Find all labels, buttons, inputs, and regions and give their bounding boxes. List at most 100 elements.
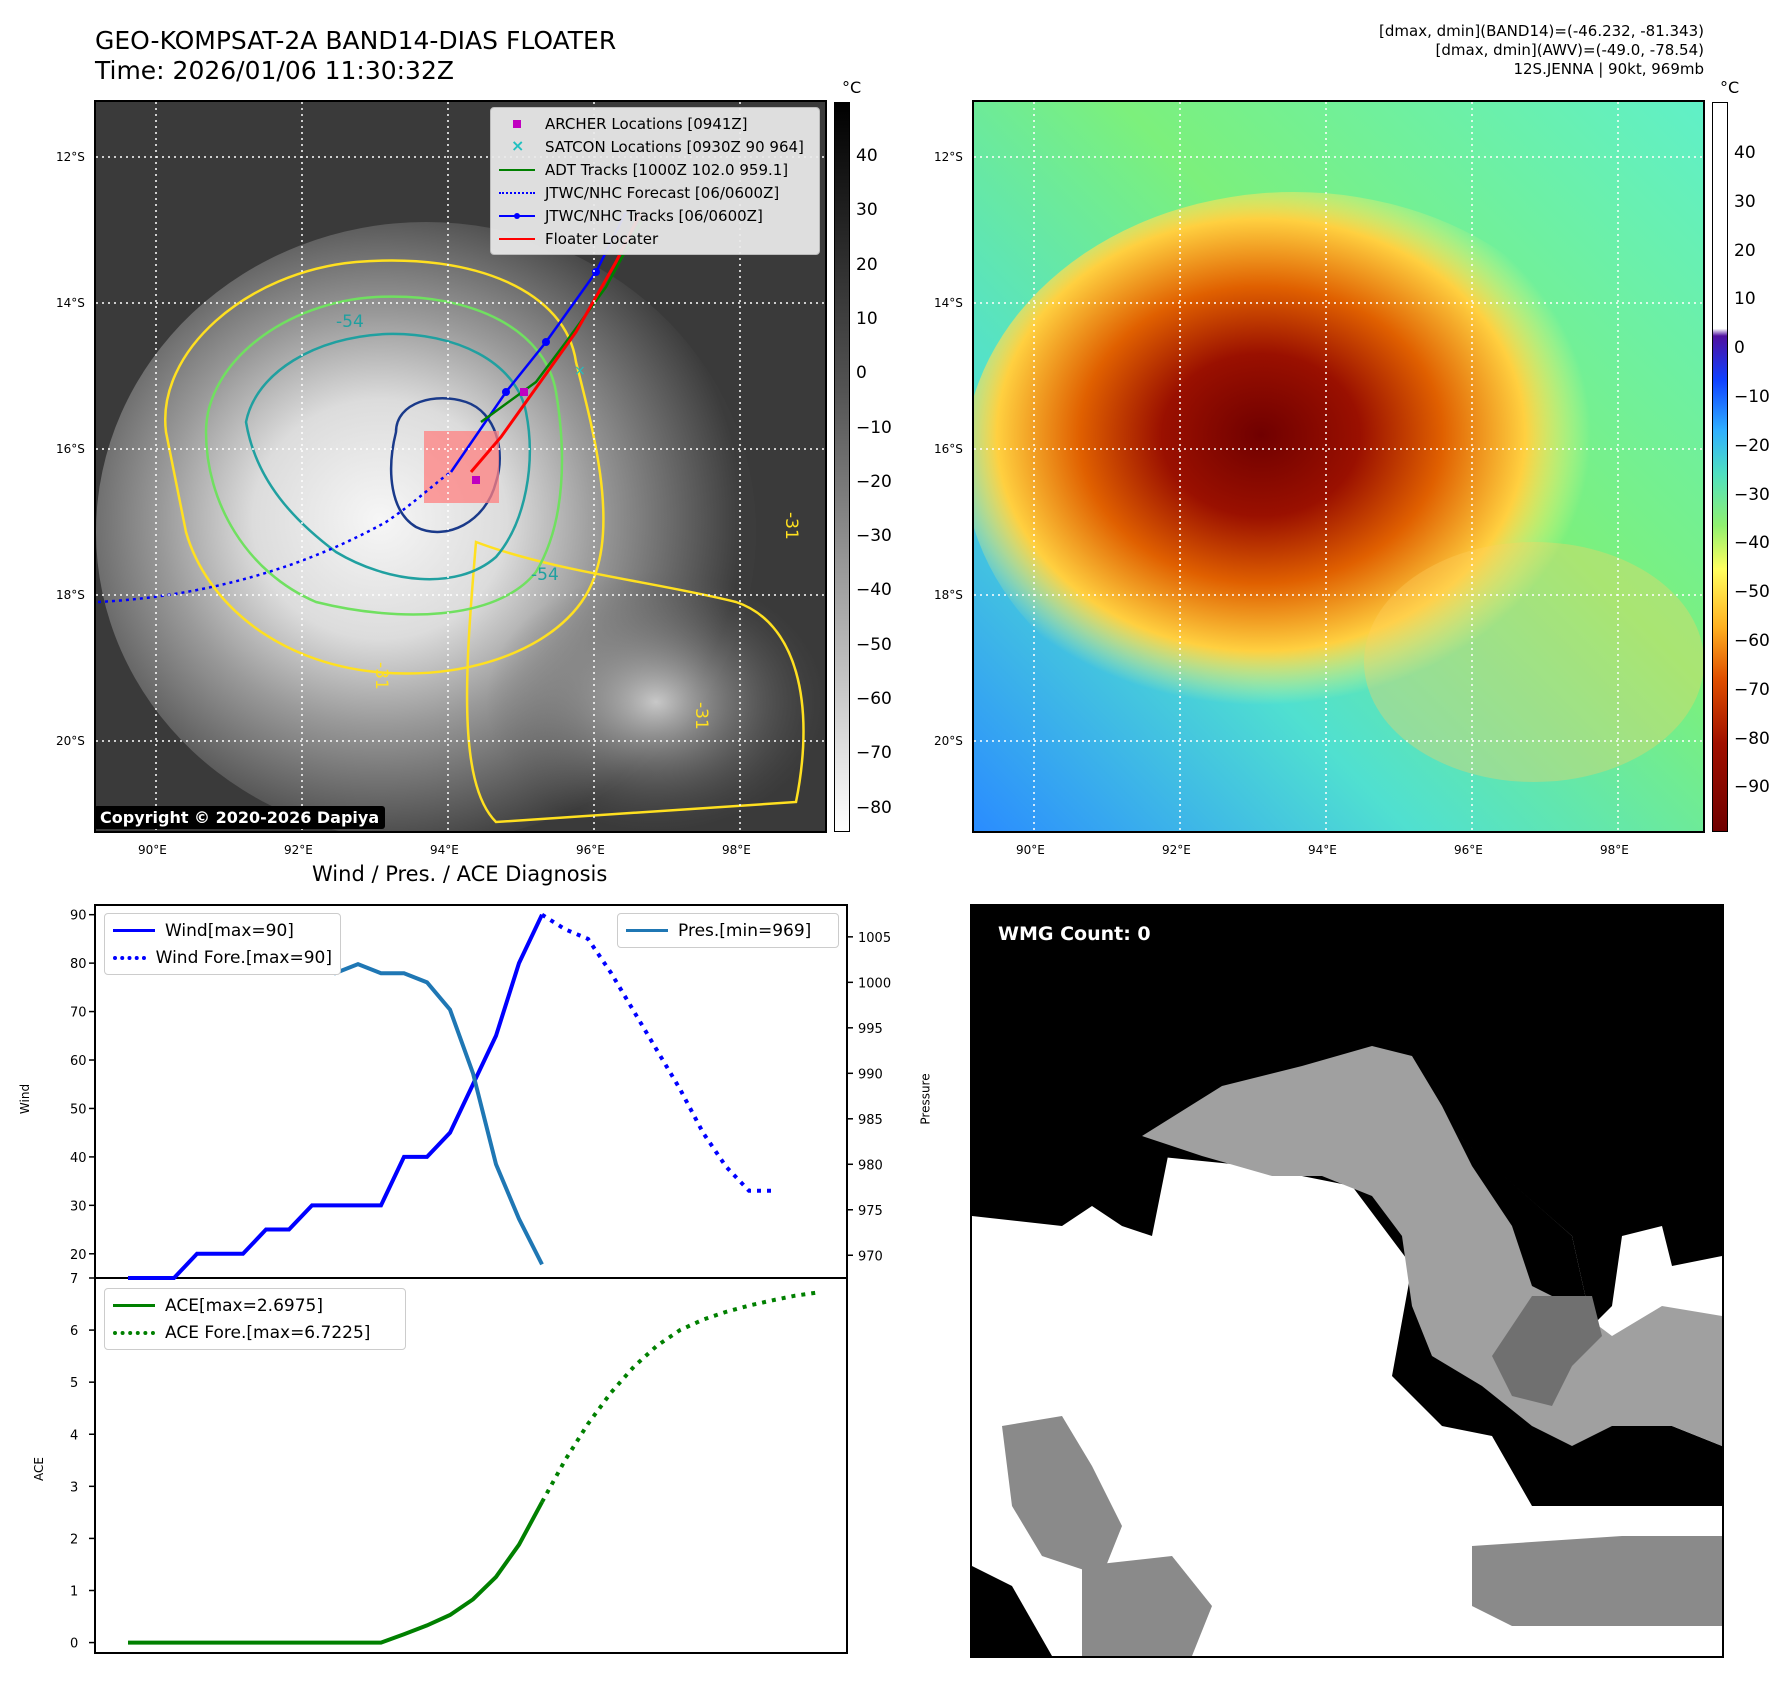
tick-label: 80 <box>70 957 87 972</box>
contour-label-3: -31 <box>781 512 801 540</box>
info-awv-range: [dmax, dmin](AWV)=(-49.0, -78.54) <box>1435 41 1704 59</box>
adt-track <box>480 221 643 424</box>
tick-label: 6 <box>70 1324 78 1339</box>
colorbar-tick-label: −70 <box>856 743 892 764</box>
colorbar-tick-label: −70 <box>1734 679 1770 700</box>
tick-label: 2 <box>70 1532 78 1547</box>
legend-ace-fore: ACE Fore.[max=6.7225] <box>113 1319 397 1346</box>
wmg-gray-region <box>1472 1536 1722 1626</box>
colorbar-tick-label: 10 <box>856 308 878 329</box>
colorbar-tick-label: −50 <box>1734 582 1770 603</box>
archer-marker <box>520 388 528 396</box>
legend-forecast: JTWC/NHC Forecast [06/0600Z] <box>499 181 811 204</box>
lat-label: 18°S <box>56 588 85 602</box>
solid-line-icon <box>113 1304 155 1307</box>
colorbar-tick-label: 30 <box>856 200 878 221</box>
lat-label: 16°S <box>56 442 85 456</box>
wmg-dark-gray-region <box>1492 1296 1602 1406</box>
lat-label: 18°S <box>934 588 963 602</box>
title-line2: Time: 2026/01/06 11:30:32Z <box>95 56 454 85</box>
wmg-black-region <box>972 906 1722 1326</box>
lon-label: 98°E <box>1600 843 1629 857</box>
storm-core <box>974 192 1624 732</box>
southern-band <box>1364 542 1703 782</box>
track-point <box>542 338 550 346</box>
colorbar-tick-label: −60 <box>1734 631 1770 651</box>
solid-line-icon <box>626 929 668 932</box>
colorbar-tick-label: 40 <box>856 146 878 166</box>
grayscale-colorbar <box>834 102 850 832</box>
colorbar-tick-label: −20 <box>1734 435 1770 456</box>
wmg-gray-region <box>1002 1416 1122 1576</box>
tick-label: 30 <box>70 1199 87 1214</box>
colorbar-tick-label: −20 <box>856 471 892 492</box>
wmg-panel <box>970 904 1724 1658</box>
dotted-line-icon <box>113 955 146 960</box>
diagnosis-title: Wind / Pres. / ACE Diagnosis <box>312 862 608 886</box>
legend-wind-fore: Wind Fore.[max=90] <box>113 944 332 971</box>
floater-box <box>424 431 499 503</box>
contour-label-1: -54 <box>336 312 364 332</box>
archer-marker <box>472 476 480 484</box>
lon-label: 90°E <box>1016 843 1045 857</box>
colorbar-tick-label: −10 <box>856 417 892 438</box>
ir-color-svg <box>974 102 1703 831</box>
lon-label: 94°E <box>430 843 459 857</box>
track-point <box>592 268 600 276</box>
solid-line-icon <box>113 929 155 932</box>
ir-grayscale-svg: -54 -54 -31 -31 -31 × <box>96 102 825 831</box>
colorbar-tick-label: −80 <box>856 797 892 818</box>
colorbar-tick-label: −60 <box>856 689 892 709</box>
wmg-image <box>972 906 1722 1656</box>
lat-label: 14°S <box>934 296 963 310</box>
colorbar-tick-label: 20 <box>1734 240 1756 261</box>
ir-color-map <box>972 100 1705 833</box>
colorbar-tick-label: −90 <box>1734 777 1770 798</box>
lon-label: 92°E <box>284 843 313 857</box>
ace-legend: ACE[max=2.6975] ACE Fore.[max=6.7225] <box>104 1288 406 1350</box>
legend-satcon-label: SATCON Locations [0930Z 90 964] <box>545 137 804 156</box>
contour-teal <box>244 332 531 581</box>
tick-label: 60 <box>70 1054 87 1069</box>
legend-floater: Floater Locater <box>499 227 811 250</box>
tick-label: 995 <box>858 1022 883 1037</box>
colorbar-tick-label: 10 <box>1734 289 1756 310</box>
lon-label: 92°E <box>1162 843 1191 857</box>
colorbar-tick-label: −30 <box>856 526 892 547</box>
colorbar-tick-label: −80 <box>1734 728 1770 749</box>
colorbar-tick-label: −40 <box>1734 533 1770 554</box>
tick-label: 5 <box>70 1376 78 1391</box>
tick-label: 985 <box>858 1113 883 1128</box>
southern-cloud-band <box>486 572 825 831</box>
series-line-wind-max- <box>128 913 544 1280</box>
legend-ace-label: ACE[max=2.6975] <box>165 1295 323 1316</box>
tick-label: 1000 <box>858 976 891 991</box>
legend-archer-label: ARCHER Locations [0941Z] <box>545 114 748 133</box>
legend-archer: ARCHER Locations [0941Z] <box>499 112 811 135</box>
lat-label: 12°S <box>56 150 85 164</box>
legend-ace-fore-label: ACE Fore.[max=6.7225] <box>165 1322 371 1343</box>
legend-adt: ADT Tracks [1000Z 102.0 959.1] <box>499 158 811 181</box>
legend-wind-fore-label: Wind Fore.[max=90] <box>155 947 332 968</box>
dotted-line-icon <box>499 186 535 200</box>
tick-label: 90 <box>70 909 87 924</box>
colorbar-tick-label: 0 <box>856 363 867 384</box>
copyright-badge: Copyright © 2020-2026 Dapiya <box>94 806 386 829</box>
wind-axis-label: Wind <box>18 1083 33 1115</box>
info-storm-name: 12S.JENNA | 90kt, 969mb <box>1513 60 1704 78</box>
lon-label: 96°E <box>1454 843 1483 857</box>
legend-tracks: JTWC/NHC Tracks [06/0600Z] <box>499 204 811 227</box>
legend-ace: ACE[max=2.6975] <box>113 1292 397 1319</box>
ir-grayscale-map: -54 -54 -31 -31 -31 × <box>94 100 827 833</box>
colorbar-tick-label: 30 <box>1734 191 1756 212</box>
colorbar-unit: °C <box>842 78 862 97</box>
figure-title: GEO-KOMPSAT-2A BAND14-DIAS FLOATER Time:… <box>95 26 616 86</box>
solid-line-icon <box>499 163 535 177</box>
tick-label: 1005 <box>858 931 891 946</box>
lon-label: 94°E <box>1308 843 1337 857</box>
series-line-wind-fore-max- <box>540 912 772 1193</box>
tick-label: 40 <box>70 1151 87 1166</box>
map-legend: ARCHER Locations [0941Z] × SATCON Locati… <box>490 107 820 255</box>
wmg-count-badge: WMG Count: 0 <box>990 920 1159 948</box>
pressure-axis-label: Pressure <box>918 1073 933 1125</box>
